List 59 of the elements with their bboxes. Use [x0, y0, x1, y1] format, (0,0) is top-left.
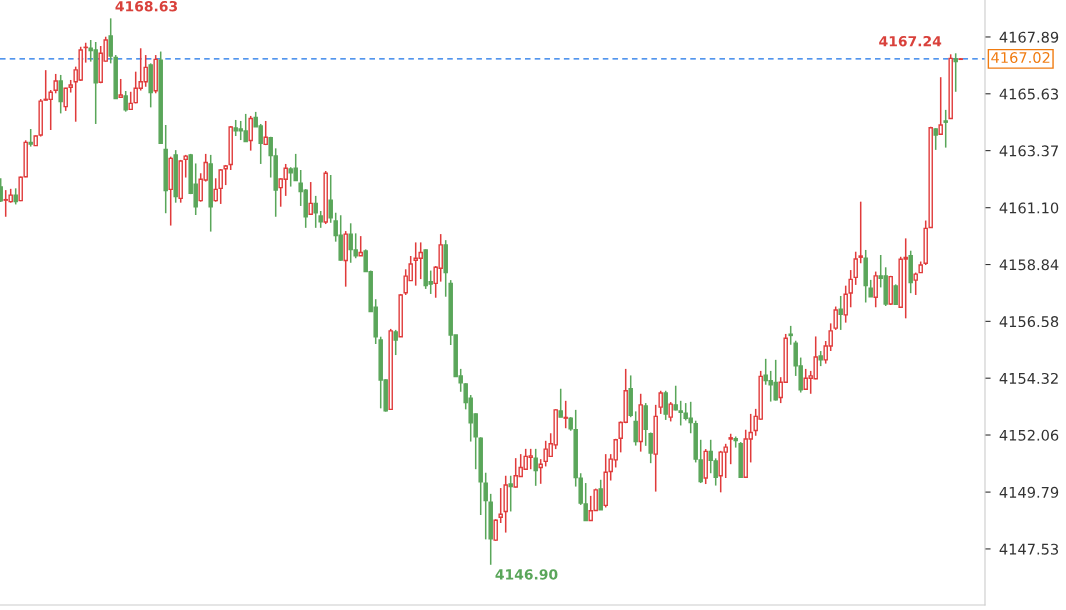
candlestick — [663, 389, 668, 421]
candlestick — [83, 41, 88, 64]
candlestick — [393, 329, 398, 356]
candlestick — [313, 195, 318, 229]
y-tick-label: 4156.58 — [999, 316, 1059, 328]
y-tick-label: 4163.37 — [999, 145, 1058, 157]
candlestick — [218, 168, 223, 205]
y-tick-label: 4158.84 — [999, 259, 1059, 271]
candlestick — [483, 471, 488, 541]
y-tick-label: 4152.06 — [999, 429, 1059, 441]
candlestick — [308, 181, 313, 216]
candlestick — [358, 235, 363, 257]
y-tick-label: 4154.32 — [999, 372, 1058, 384]
candlestick — [953, 52, 958, 93]
candlestick — [123, 90, 128, 113]
candlestick — [213, 177, 218, 203]
candlestick — [128, 91, 133, 111]
candlestick — [658, 389, 663, 415]
candlestick — [858, 200, 863, 265]
candlestick — [538, 458, 543, 485]
candlestick — [728, 432, 733, 465]
candlestick — [53, 73, 58, 95]
candlestick — [838, 295, 843, 331]
candlestick — [833, 305, 838, 331]
y-tick-label: 4165.63 — [999, 88, 1059, 100]
candlestick — [118, 78, 123, 99]
candlestick — [493, 518, 498, 542]
candlestick — [508, 474, 513, 513]
candlestick — [248, 115, 253, 152]
candlestick — [498, 487, 503, 524]
y-tick-label: 4149.79 — [999, 486, 1059, 498]
candlestick — [943, 109, 948, 149]
candlestick — [788, 325, 793, 346]
annotation: 4146.90 — [495, 569, 558, 580]
candlestick — [668, 401, 673, 423]
candlestick — [938, 76, 943, 136]
candlestick — [933, 127, 938, 151]
candlestick — [328, 174, 333, 224]
candlestick — [108, 17, 113, 65]
candlestick — [633, 410, 638, 447]
y-tick-label: 4161.10 — [999, 202, 1059, 214]
candlestick — [873, 270, 878, 309]
candlestick — [843, 284, 848, 324]
candlestick — [648, 431, 653, 464]
candlestick — [558, 387, 563, 418]
candlestick — [58, 74, 63, 115]
candlestick — [533, 448, 538, 487]
y-tick-label: 4167.89 — [999, 31, 1059, 43]
candlestick — [263, 120, 268, 146]
candlestick — [848, 269, 853, 309]
candlestick — [853, 250, 858, 286]
annotation: 4168.63 — [115, 0, 178, 12]
ref-line-label: 4167.02 — [991, 52, 1050, 64]
y-tick-label: 4147.53 — [999, 543, 1059, 555]
candlestick — [598, 479, 603, 511]
candlestick — [643, 402, 648, 447]
candlestick — [563, 400, 568, 429]
candlestick — [0, 177, 3, 203]
annotation: 4167.24 — [879, 35, 942, 47]
